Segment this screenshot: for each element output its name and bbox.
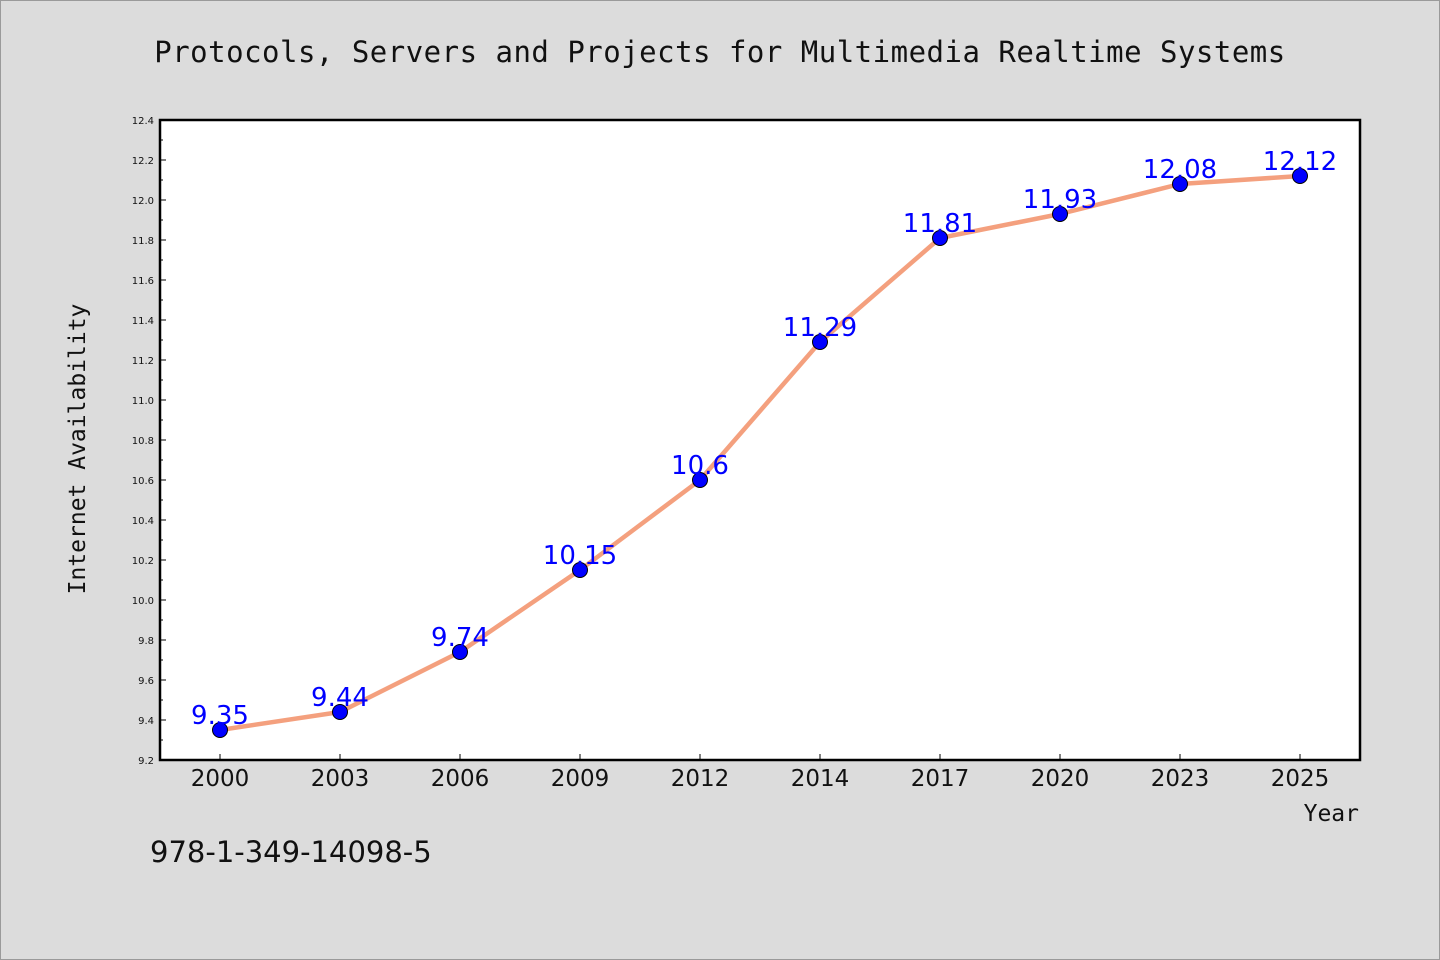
data-point: [1052, 206, 1068, 222]
y-tick-label: 12.2: [132, 156, 154, 167]
y-tick-label: 9.6: [138, 676, 154, 687]
data-point: [332, 704, 348, 720]
data-point: [812, 334, 828, 350]
plot-area: [160, 120, 1360, 760]
x-tick-label: 2017: [911, 766, 970, 792]
data-point: [452, 644, 468, 660]
series-line: [217, 173, 1303, 733]
x-tick-label: 2009: [551, 766, 610, 792]
x-tick-label: 2000: [191, 766, 250, 792]
data-label: 11.81: [903, 209, 977, 239]
data-point: [1172, 176, 1188, 192]
data-point: [212, 722, 228, 738]
plot-frame: [158, 118, 1362, 762]
chart-title: Protocols, Servers and Projects for Mult…: [154, 35, 1286, 69]
data-label: 11.93: [1023, 185, 1097, 215]
data-label: 11.29: [783, 313, 857, 343]
data-point: [572, 562, 588, 578]
y-tick-label: 10.8: [132, 436, 154, 447]
isbn-footer: 978-1-349-14098-5: [150, 835, 432, 869]
y-tick-label: 12.0: [132, 196, 154, 207]
y-tick-label: 9.8: [138, 636, 154, 647]
data-label: 10.15: [543, 541, 617, 571]
data-point: [1292, 168, 1308, 184]
x-axis-label: Year: [1304, 801, 1359, 827]
data-label: 9.44: [311, 683, 369, 713]
x-tick-label: 2003: [311, 766, 370, 792]
y-tick-label: 10.6: [132, 476, 154, 487]
data-label: 9.35: [191, 701, 249, 731]
data-label: 10.6: [671, 451, 729, 481]
data-label: 12.12: [1263, 147, 1337, 177]
y-tick-label: 11.4: [132, 316, 154, 327]
y-tick-label: 12.4: [132, 116, 154, 127]
data-label: 12.08: [1143, 155, 1217, 185]
data-point: [692, 472, 708, 488]
y-tick-label: 11.0: [132, 396, 154, 407]
y-tick-label: 9.4: [138, 716, 154, 727]
y-tick-label: 11.8: [132, 236, 154, 247]
y-tick-label: 11.2: [132, 356, 154, 367]
x-tick-label: 2006: [431, 766, 490, 792]
x-tick-label: 2014: [791, 766, 850, 792]
x-tick-label: 2012: [671, 766, 730, 792]
data-point: [932, 230, 948, 246]
x-tick-label: 2025: [1271, 766, 1330, 792]
y-tick-label: 9.2: [138, 756, 154, 767]
y-axis-label: Internet Availability: [65, 304, 91, 595]
y-tick-label: 10.2: [132, 556, 154, 567]
x-tick-label: 2020: [1031, 766, 1090, 792]
y-tick-label: 11.6: [132, 276, 154, 287]
y-tick-label: 10.4: [132, 516, 154, 527]
x-tick-label: 2023: [1151, 766, 1210, 792]
data-label: 9.74: [431, 623, 489, 653]
y-tick-label: 10.0: [132, 596, 154, 607]
